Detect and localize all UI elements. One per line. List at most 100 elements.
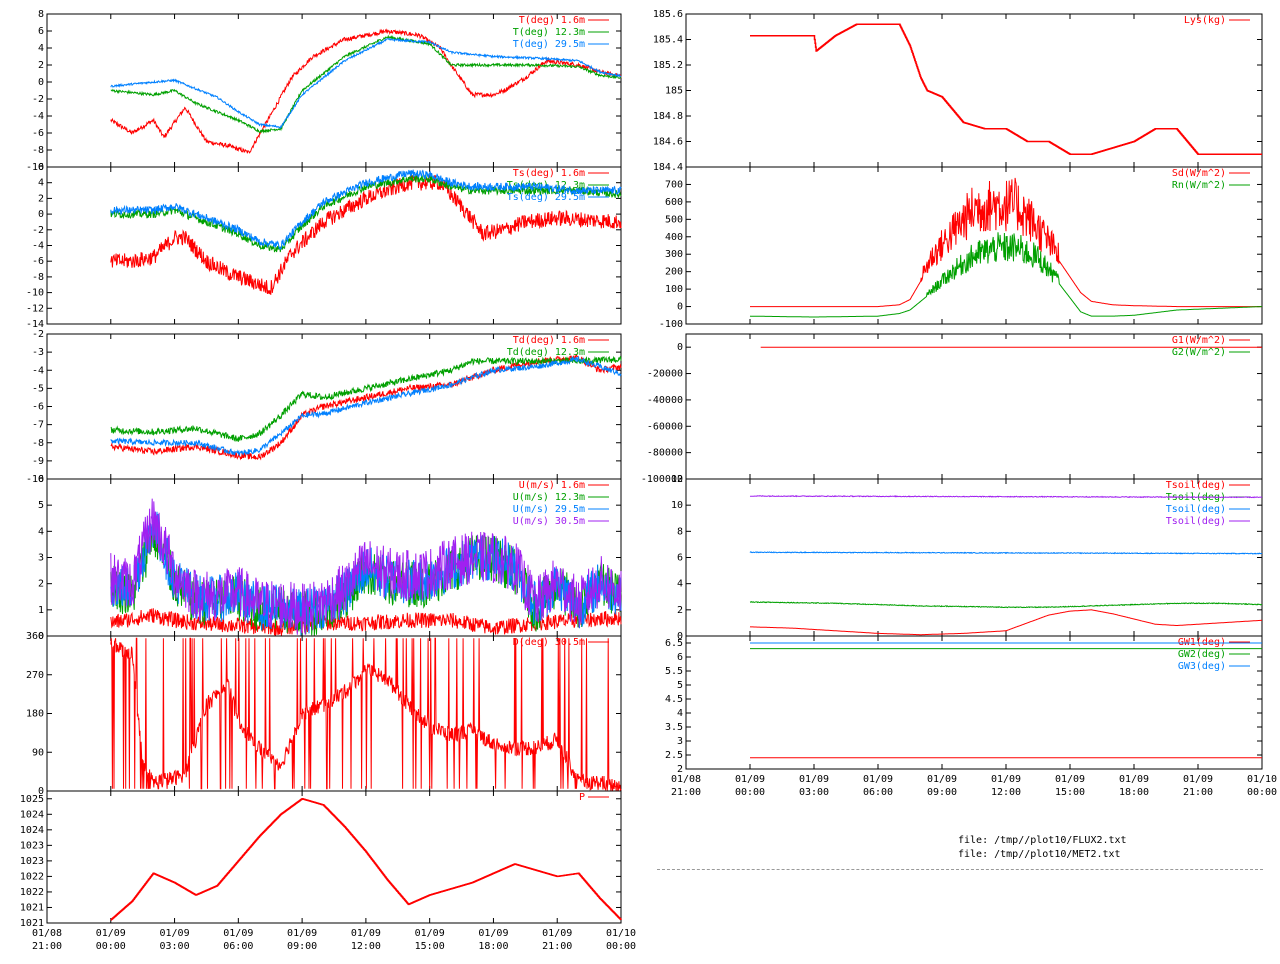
y-tick-label: 2 (38, 60, 44, 71)
series-line-3 (110, 498, 622, 635)
y-tick-label: 4 (38, 43, 44, 54)
x-tick-date: 01/09 (1183, 774, 1213, 785)
legend-label: U(m/s) 30.5m (513, 516, 585, 527)
x-tick-time: 06:00 (223, 941, 253, 952)
legend-label: D(deg) 30.5m (513, 637, 585, 648)
y-tick-label: 1024 (20, 809, 44, 820)
legend-label: Sd(W/m^2) (1172, 168, 1226, 179)
y-tick-label: 6 (38, 162, 44, 173)
series-line-2 (110, 355, 622, 456)
y-tick-label: 4 (677, 579, 683, 590)
legend-label: GW2(deg) (1178, 649, 1226, 660)
legend-label: U(m/s) 1.6m (519, 480, 585, 491)
panel-lys: 184.4 184.6 184.8 185 185.2 185.4 185.6 Lys(kg) (653, 9, 1263, 173)
x-tick-time: 09:00 (927, 787, 957, 798)
series-line-0 (750, 23, 1262, 156)
x-tick-time: 12:00 (351, 941, 381, 952)
x-tick-date: 01/09 (735, 774, 765, 785)
legend-label: Tsoil(deg) (1166, 516, 1226, 527)
x-tick-time: 09:00 (287, 941, 317, 952)
panel-frame (685, 13, 1263, 168)
x-tick-date: 01/09 (1055, 774, 1085, 785)
y-tick-label: 1025 (20, 794, 44, 805)
series-line-1 (110, 355, 622, 442)
y-tick-label: 185.6 (653, 9, 683, 20)
y-tick-label: 5 (38, 500, 44, 511)
y-tick-label: -6 (32, 128, 44, 139)
x-tick-time: 00:00 (606, 941, 636, 952)
x-tick-date: 01/08 (32, 928, 62, 939)
y-tick-label: 1023 (20, 840, 44, 851)
legend-label: U(m/s) 12.3m (513, 492, 585, 503)
legend-label: T(deg) 12.3m (513, 27, 585, 38)
legend-label: T(deg) 29.5m (513, 39, 585, 50)
legend-label: Ts(deg) 29.5m (507, 192, 585, 203)
y-tick-label: -60000 (647, 421, 683, 432)
x-tick-date: 01/09 (991, 774, 1021, 785)
y-tick-label: 100 (665, 284, 683, 295)
x-tick-time: 18:00 (478, 941, 508, 952)
y-tick-label: -80000 (647, 448, 683, 459)
legend-label: Rn(W/m^2) (1172, 180, 1226, 191)
series-line-0 (749, 609, 1262, 636)
y-tick-label: 180 (26, 709, 44, 720)
y-tick-label: 3.5 (665, 722, 683, 733)
y-tick-label: 1021 (20, 918, 44, 929)
y-tick-label: -7 (32, 420, 44, 431)
panel-temp: -10 -8 -6 -4 -2 0 2 4 6 8 T(deg) 1.6mT(deg) 12.3mT… (26, 9, 622, 173)
y-tick-label: 2 (38, 193, 44, 204)
legend-label: Tsoil(deg) (1166, 504, 1226, 515)
panel-frame (685, 635, 1263, 770)
y-tick-label: 700 (665, 179, 683, 190)
series-line-0 (110, 798, 622, 921)
y-tick-label: 400 (665, 232, 683, 243)
y-tick-label: 5 (677, 680, 683, 691)
y-tick-label: -5 (32, 383, 44, 394)
y-tick-label: -100000 (641, 474, 683, 485)
panel-tsurf: -14 -12 -10 -8 -6 -4 -2 0 2 4 6 Ts(deg) 1.6m Ts(deg)… (26, 162, 622, 330)
y-tick-label: 2 (677, 605, 683, 616)
x-tick-time: 00:00 (735, 787, 765, 798)
y-tick-label: 185.2 (653, 60, 683, 71)
series-line-2 (110, 37, 622, 129)
y-tick-label: 10 (671, 500, 683, 511)
panel-soil: 024681012Tsoil(deg)Tsoil(deg)Tsoil(deg)T… (671, 474, 1263, 642)
x-tick-time: 21:00 (671, 787, 701, 798)
series-line-0 (110, 174, 622, 295)
y-tick-label: 0 (38, 631, 44, 642)
x-tick-time: 12:00 (991, 787, 1021, 798)
y-tick-label: 8 (677, 526, 683, 537)
y-tick-label: 6 (677, 652, 683, 663)
y-tick-label: 360 (26, 631, 44, 642)
x-tick-date: 01/09 (927, 774, 957, 785)
legend-label: G1(W/m^2) (1172, 335, 1226, 346)
y-tick-label: -8 (32, 272, 44, 283)
y-tick-label: -2 (32, 225, 44, 236)
y-tick-label: -4 (32, 365, 44, 376)
legend-label: Td(deg) 1.6m (513, 335, 585, 346)
y-tick-label: 0 (677, 631, 683, 642)
y-tick-label: 3 (677, 736, 683, 747)
legend-label: GW3(deg) (1178, 661, 1226, 672)
file-line-flux: file: /tmp//plot10/FLUX2.txt (958, 835, 1127, 846)
panel-rad: -100 0 100 200 300 400 500 600 700 Sd(W/m^2)Rn(W/… (659, 166, 1263, 330)
x-tick-date: 01/09 (478, 928, 508, 939)
legend-label: T(deg) 1.6m (519, 15, 585, 26)
y-tick-label: -8 (32, 438, 44, 449)
y-tick-label: 1024 (20, 825, 44, 836)
y-tick-label: 6.5 (665, 638, 683, 649)
x-tick-date: 01/09 (863, 774, 893, 785)
y-tick-label: 2 (677, 764, 683, 775)
x-tick-time: 21:00 (32, 941, 62, 952)
y-tick-label: -2 (32, 94, 44, 105)
series-line-0 (110, 28, 622, 154)
series-line-0 (110, 353, 622, 461)
y-tick-label: -10 (26, 288, 44, 299)
series-line-1 (749, 232, 1262, 318)
legend-label: G2(W/m^2) (1172, 347, 1226, 358)
x-tick-date: 01/09 (542, 928, 572, 939)
y-tick-label: -12 (26, 303, 44, 314)
y-tick-label: 184.8 (653, 111, 683, 122)
